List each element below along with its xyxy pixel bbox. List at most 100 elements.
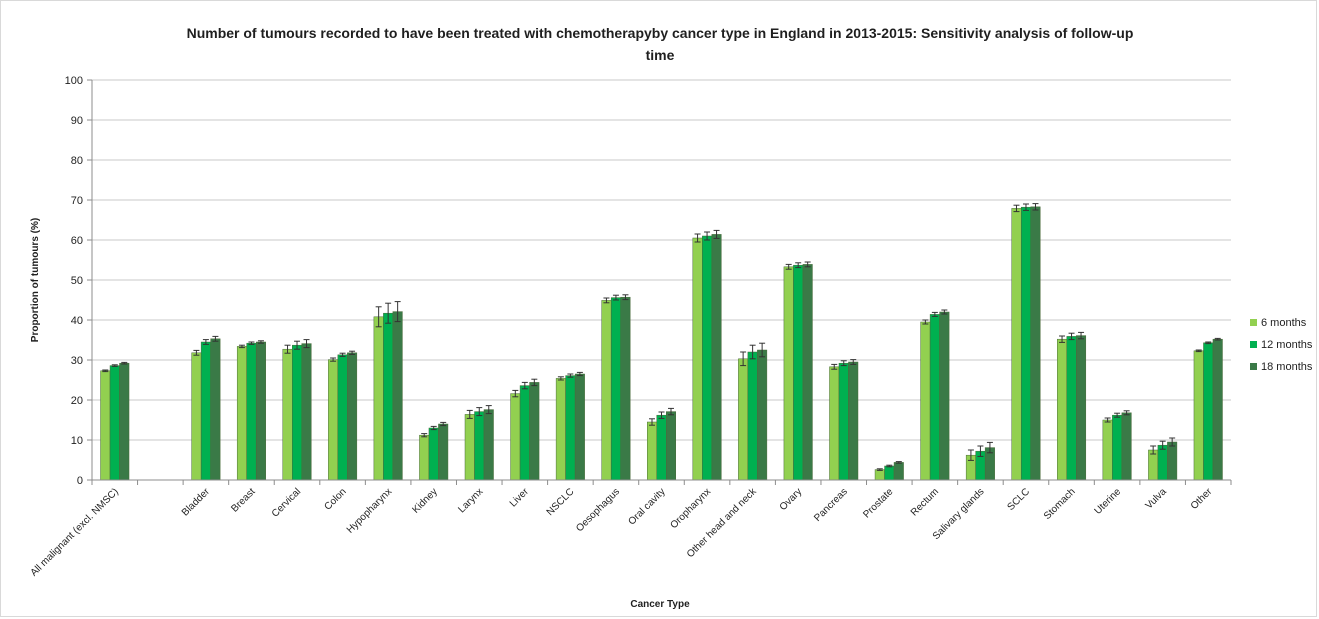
category-label: Ovary bbox=[778, 486, 805, 513]
bar bbox=[884, 465, 895, 481]
y-tick-label: 100 bbox=[65, 75, 83, 87]
bar bbox=[200, 341, 211, 481]
bar bbox=[1203, 342, 1214, 481]
chart-title-line-1: Number of tumours recorded to have been … bbox=[187, 25, 1134, 41]
bar bbox=[1011, 208, 1022, 481]
category-label: Other bbox=[1189, 486, 1215, 512]
legend-entry: 12 months bbox=[1261, 339, 1313, 351]
bar bbox=[711, 234, 722, 481]
bar bbox=[100, 370, 111, 481]
category-label: Breast bbox=[229, 486, 257, 514]
bar bbox=[1212, 338, 1223, 481]
bar bbox=[1167, 441, 1178, 481]
bar bbox=[109, 365, 120, 481]
legend-entry: 6 months bbox=[1261, 317, 1307, 329]
category-label: Oral cavity bbox=[626, 486, 667, 527]
bar bbox=[793, 264, 804, 481]
category-label: Larynx bbox=[456, 486, 485, 515]
bar bbox=[1066, 336, 1077, 481]
legend-swatch bbox=[1250, 341, 1257, 348]
chart-title-line-2: time bbox=[646, 47, 675, 63]
bar bbox=[483, 409, 494, 481]
category-label: All malignant (excl. NMSC) bbox=[29, 486, 121, 578]
y-tick-label: 80 bbox=[71, 155, 83, 167]
bar bbox=[802, 264, 813, 481]
bar bbox=[474, 411, 485, 481]
y-tick-label: 50 bbox=[71, 275, 83, 287]
bar bbox=[1030, 206, 1041, 481]
category-label: SCLC bbox=[1005, 486, 1032, 513]
legend: 6 months 12 months 18 months bbox=[1250, 317, 1313, 373]
legend-entry: 18 months bbox=[1261, 361, 1313, 373]
bar bbox=[565, 375, 576, 481]
bar bbox=[347, 352, 358, 481]
bar bbox=[747, 351, 758, 481]
bar bbox=[555, 378, 566, 481]
bar bbox=[383, 312, 394, 481]
bar bbox=[666, 411, 676, 481]
bar bbox=[920, 321, 931, 481]
bar bbox=[620, 296, 631, 481]
bar bbox=[1102, 419, 1113, 481]
bar bbox=[1193, 350, 1204, 481]
bar bbox=[292, 344, 303, 481]
bar bbox=[829, 366, 840, 481]
gridlines bbox=[92, 79, 1231, 441]
y-tick-label: 70 bbox=[71, 195, 83, 207]
bar bbox=[255, 341, 266, 481]
bar bbox=[210, 338, 221, 481]
bar bbox=[757, 349, 768, 481]
y-tick-label: 40 bbox=[71, 315, 83, 327]
bar bbox=[373, 316, 384, 481]
legend-swatch bbox=[1250, 363, 1257, 370]
bar bbox=[610, 297, 621, 481]
bar bbox=[647, 421, 657, 481]
y-axis-ticks: 0 10 20 30 40 50 60 70 80 90 100 bbox=[65, 75, 92, 487]
bar bbox=[1157, 444, 1168, 481]
bar bbox=[419, 434, 430, 481]
bars bbox=[100, 206, 1223, 481]
bar bbox=[119, 362, 130, 481]
y-tick-label: 20 bbox=[71, 395, 83, 407]
bar bbox=[783, 266, 794, 481]
bar bbox=[838, 362, 849, 481]
bar bbox=[428, 427, 439, 481]
bar bbox=[191, 352, 202, 481]
bar bbox=[464, 414, 475, 481]
category-label: Hypopharynx bbox=[345, 486, 394, 535]
bar bbox=[236, 346, 247, 481]
bar bbox=[929, 314, 940, 481]
bar bbox=[656, 414, 667, 481]
bar bbox=[939, 311, 950, 481]
y-tick-label: 30 bbox=[71, 355, 83, 367]
bar bbox=[893, 462, 904, 481]
y-axis-label: Proportion of tumours (%) bbox=[30, 218, 41, 342]
bar bbox=[301, 343, 312, 481]
y-tick-label: 60 bbox=[71, 235, 83, 247]
category-label: Bladder bbox=[180, 486, 213, 519]
category-label: Kidney bbox=[410, 486, 439, 515]
bar bbox=[529, 382, 540, 481]
bar bbox=[692, 237, 703, 481]
bar bbox=[282, 348, 293, 481]
category-label: NSCLC bbox=[545, 486, 577, 518]
category-label: Liver bbox=[508, 486, 532, 510]
bar bbox=[328, 359, 339, 481]
bar bbox=[1057, 338, 1068, 481]
bar bbox=[1112, 414, 1123, 481]
bar bbox=[337, 354, 348, 481]
y-tick-label: 10 bbox=[71, 435, 83, 447]
error-bars bbox=[102, 203, 1221, 471]
bar bbox=[738, 358, 749, 481]
bar bbox=[574, 373, 585, 481]
category-label: Pancreas bbox=[812, 486, 850, 524]
bar bbox=[874, 469, 885, 481]
category-label: Cervical bbox=[270, 486, 303, 519]
category-label: Vulva bbox=[1144, 486, 1170, 512]
axes bbox=[91, 80, 1232, 485]
bar bbox=[392, 311, 403, 481]
bar bbox=[848, 361, 859, 481]
category-label: Rectum bbox=[909, 486, 941, 518]
